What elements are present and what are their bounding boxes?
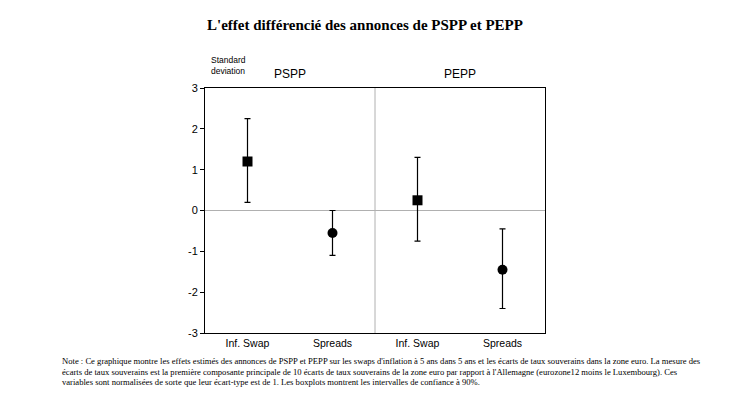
svg-text:1: 1 <box>192 164 198 176</box>
svg-text:Spreads: Spreads <box>483 337 522 349</box>
svg-text:Inf. Swap: Inf. Swap <box>396 337 440 349</box>
svg-text:0: 0 <box>192 204 198 216</box>
svg-text:Spreads: Spreads <box>313 337 352 349</box>
svg-text:3: 3 <box>192 82 198 94</box>
svg-text:Standarddeviation: Standarddeviation <box>211 55 246 76</box>
svg-text:L'effet différencié des annonc: L'effet différencié des annonces de PSPP… <box>207 17 523 33</box>
svg-text:PSPP: PSPP <box>274 67 306 81</box>
svg-text:PEPP: PEPP <box>444 67 476 81</box>
html-text:Note : Ce graphique montre les: Note : Ce graphique montre les effets es… <box>62 356 701 388</box>
svg-text:2: 2 <box>192 123 198 135</box>
svg-text:Inf. Swap: Inf. Swap <box>226 337 270 349</box>
svg-text:-1: -1 <box>188 245 198 257</box>
svg-text:-2: -2 <box>188 286 198 298</box>
svg-text:-3: -3 <box>188 327 198 339</box>
